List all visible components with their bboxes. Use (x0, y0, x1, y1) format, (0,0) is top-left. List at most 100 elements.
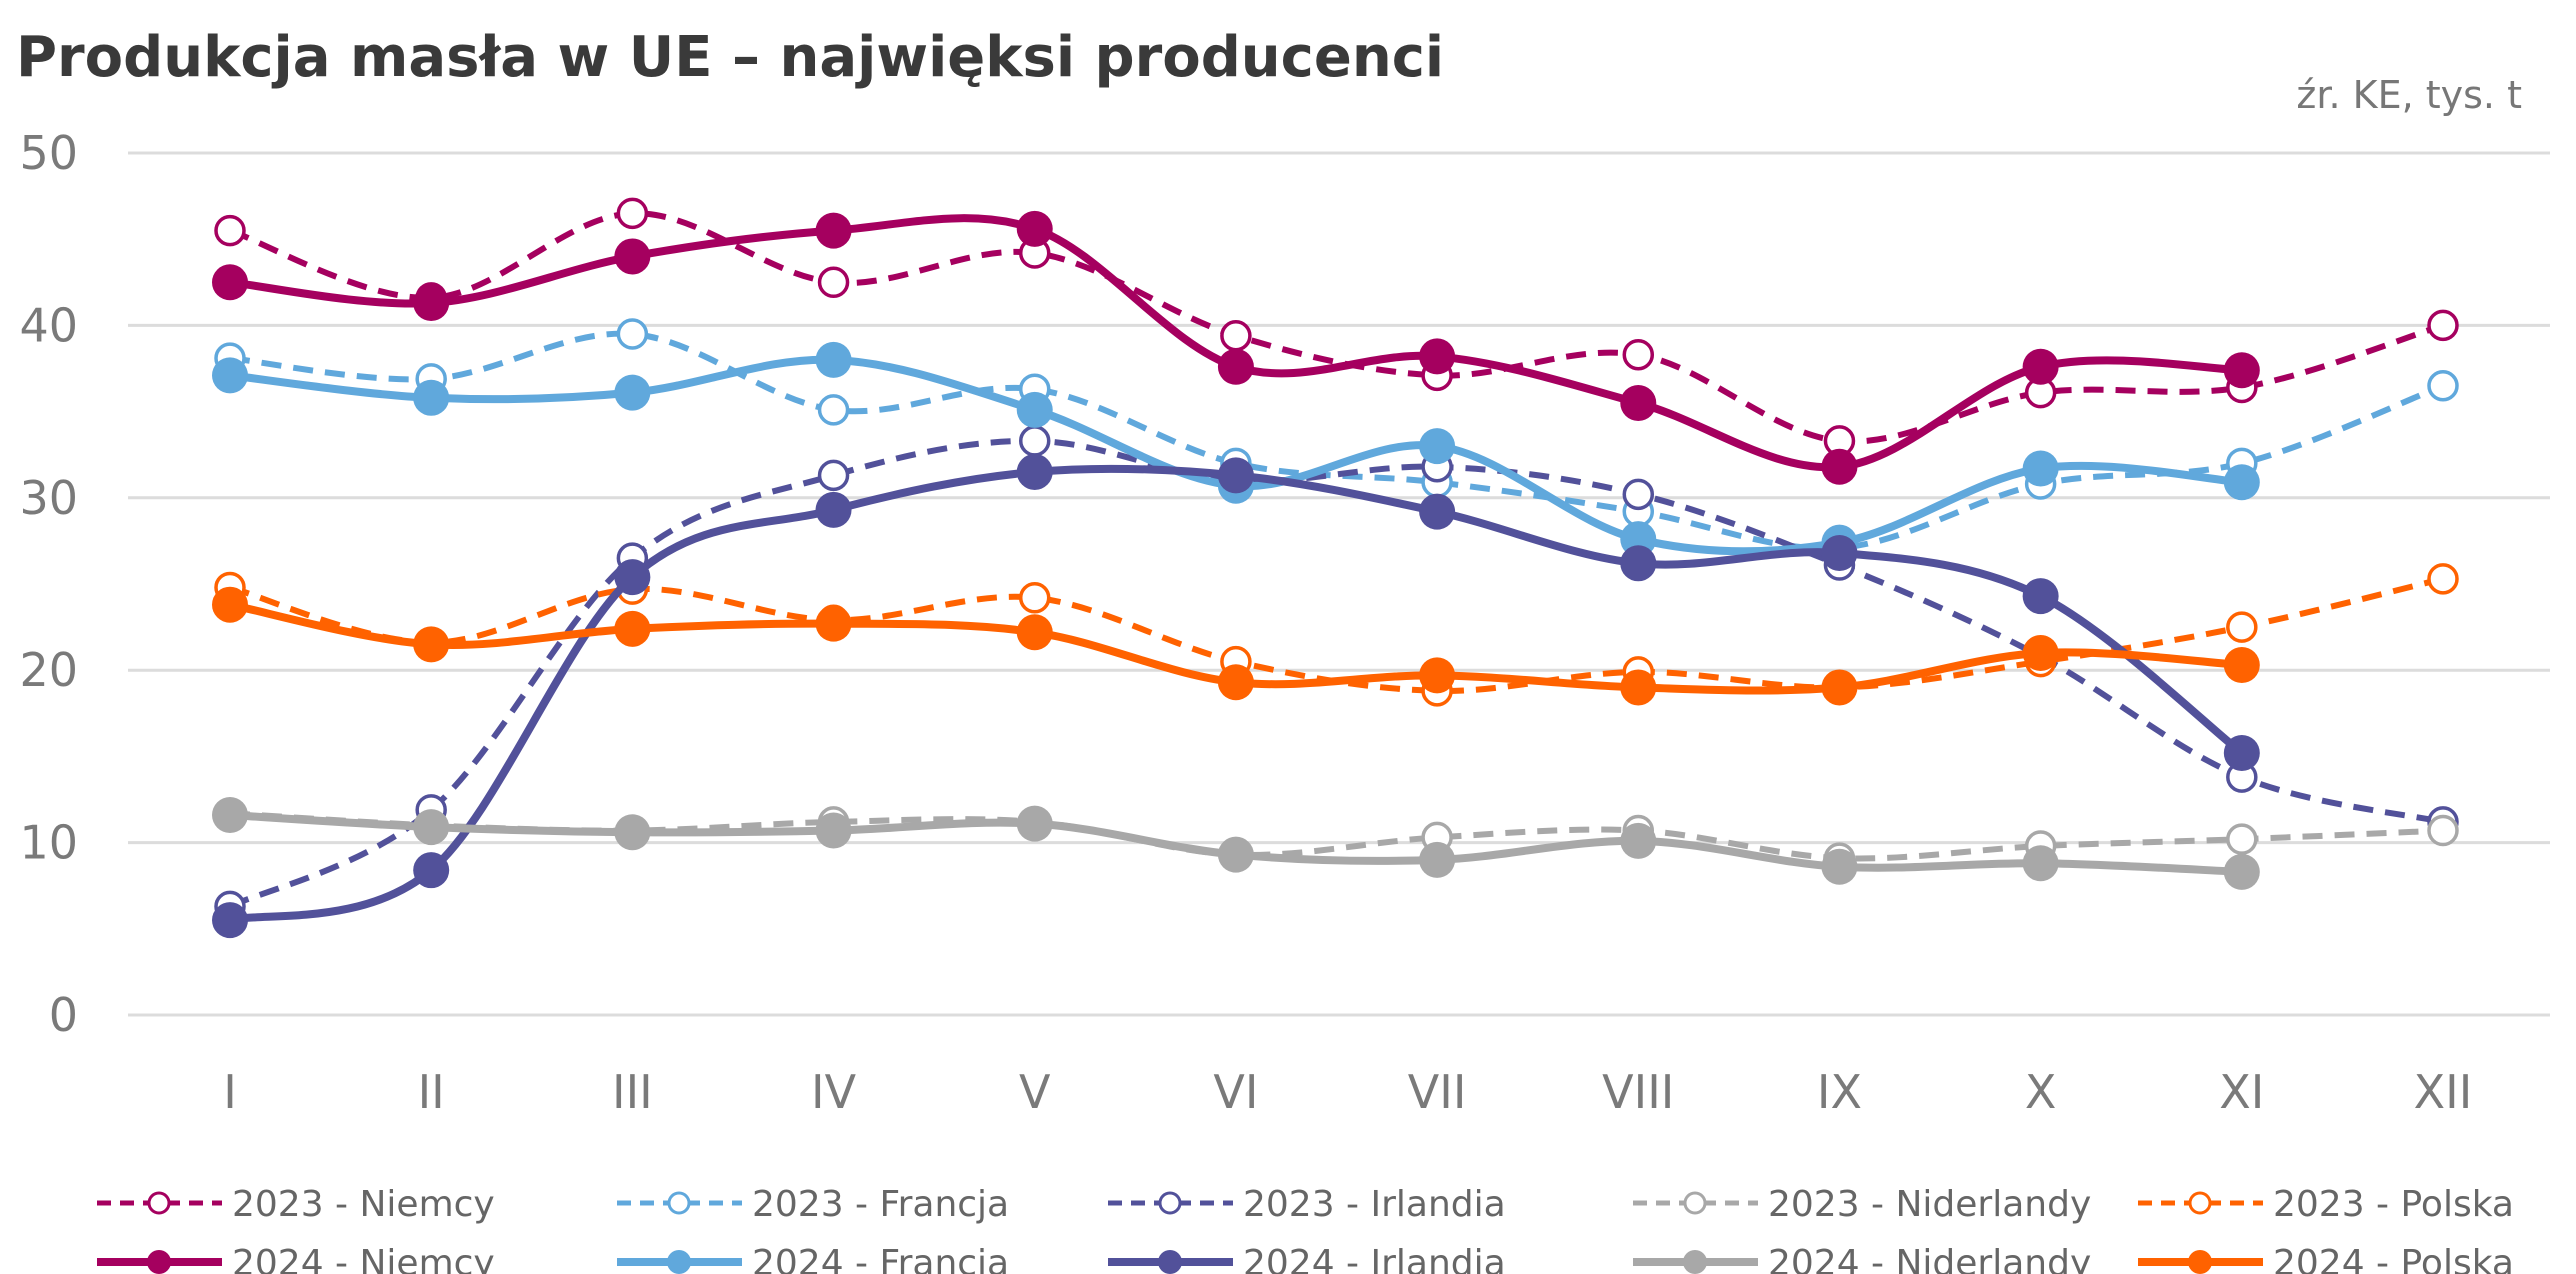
data-point (2022, 348, 2059, 385)
data-point (214, 214, 246, 247)
data-point (212, 586, 248, 623)
data-point (2223, 734, 2260, 771)
legend-label: 2023 - Polska (2273, 1184, 2514, 1225)
data-point (1016, 391, 1053, 428)
data-point (2427, 814, 2459, 847)
data-point (614, 814, 651, 851)
data-point (1016, 614, 1053, 651)
data-point (616, 197, 649, 230)
data-point (817, 266, 850, 299)
legend-marker (667, 1250, 691, 1274)
data-point (2427, 563, 2459, 595)
x-tick-label: III (612, 1065, 653, 1119)
data-point (614, 374, 651, 411)
series-line (229, 210, 2444, 445)
data-point (1821, 848, 1858, 885)
data-point (815, 341, 852, 378)
data-point (1622, 338, 1655, 371)
data-point (413, 809, 450, 846)
data-point (1419, 657, 1456, 694)
y-tick-label: 50 (19, 126, 78, 180)
x-tick-label: XI (2219, 1065, 2264, 1119)
series-2024-niderlandy (212, 797, 2260, 890)
data-point (1016, 805, 1053, 842)
data-point (1419, 338, 1456, 375)
data-point (413, 626, 450, 663)
data-point (614, 238, 651, 275)
data-point (2022, 450, 2059, 487)
x-tick-label: VII (1408, 1065, 1467, 1119)
data-point (1016, 210, 1053, 247)
legend-label: 2023 - Irlandia (1243, 1184, 1506, 1225)
data-point (815, 491, 852, 528)
x-tick-label: II (418, 1065, 445, 1119)
legend-label: 2024 - Irlandia (1243, 1243, 1506, 1274)
data-point (2022, 634, 2059, 671)
data-point (2223, 647, 2260, 684)
data-point (2427, 309, 2459, 342)
series-2024-niemcy (212, 210, 2260, 485)
legend-label: 2024 - Francja (752, 1243, 1009, 1274)
data-point (2022, 845, 2059, 882)
series-2023-francja (214, 318, 2459, 564)
data-point (212, 357, 248, 394)
data-point (1821, 534, 1858, 571)
data-point (1620, 669, 1657, 706)
data-point (1217, 457, 1254, 494)
data-point (413, 852, 450, 889)
legend-marker (1158, 1191, 1182, 1215)
data-point (2427, 369, 2459, 402)
series-2023-irlandia (214, 425, 2459, 923)
data-point (1620, 545, 1657, 582)
chart-title: Produkcja masła w UE – najwięksi produce… (16, 25, 1444, 90)
series-2023-niemcy (214, 197, 2459, 457)
y-tick-label: 10 (19, 816, 78, 870)
data-point (1620, 822, 1657, 859)
data-point (1018, 425, 1051, 457)
legend-label: 2023 - Francja (752, 1184, 1009, 1225)
x-tick-label: X (2025, 1065, 2057, 1119)
legend-label: 2024 - Polska (2273, 1243, 2514, 1274)
series-2024-irlandia (212, 453, 2260, 939)
legend-marker (1683, 1250, 1707, 1274)
series-lines (212, 197, 2459, 939)
legend-marker (667, 1191, 691, 1215)
legend-marker (2188, 1250, 2212, 1274)
data-point (1622, 478, 1655, 511)
legend-marker (1683, 1191, 1707, 1215)
legend: 2023 - Niemcy 2023 - Francja 2023 - Irland… (97, 1184, 2514, 1274)
series-line (229, 810, 2444, 862)
data-point (212, 902, 248, 939)
data-point (2223, 853, 2260, 890)
legend-label: 2023 - Niemcy (232, 1184, 495, 1225)
x-tick-label: IX (1817, 1065, 1862, 1119)
legend-item-2023-irlandia: 2023 - Irlandia (1108, 1184, 1506, 1225)
source-note: źr. KE, tys. t (2296, 73, 2522, 117)
data-point (1018, 582, 1051, 614)
data-point (1220, 319, 1252, 352)
legend-marker (147, 1191, 171, 1215)
y-tick-label: 0 (49, 988, 78, 1042)
x-tick-label: V (1019, 1065, 1051, 1119)
legend-item-2023-polska: 2023 - Polska (2138, 1184, 2514, 1225)
legend-marker (1158, 1250, 1182, 1274)
y-tick-label: 30 (19, 471, 78, 525)
legend-label: 2023 - Niderlandy (1768, 1184, 2091, 1225)
data-point (815, 812, 852, 849)
legend-marker (147, 1250, 171, 1274)
x-tick-label: IV (811, 1065, 857, 1119)
series-line (229, 330, 2445, 552)
legend-item-2023-niderlandy: 2023 - Niderlandy (1633, 1184, 2091, 1225)
data-point (2223, 352, 2260, 389)
data-point (413, 284, 450, 321)
x-tick-label: VI (1213, 1065, 1258, 1119)
data-point (1419, 493, 1456, 530)
legend-label: 2024 - Niderlandy (1768, 1243, 2091, 1274)
x-tick-label: XII (2414, 1065, 2473, 1119)
data-point (212, 797, 248, 834)
data-point (2226, 611, 2258, 643)
legend-marker (2188, 1191, 2212, 1215)
y-axis-ticks: 0 10 20 30 40 50 (19, 126, 78, 1042)
data-point (1016, 453, 1053, 490)
